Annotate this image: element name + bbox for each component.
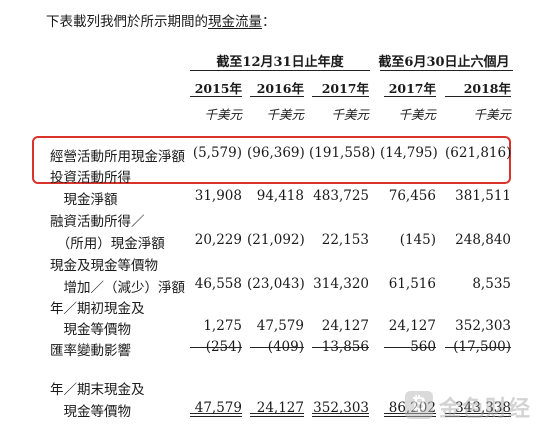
intro-sentence: 下表載列我們於所示期間的現金流量： <box>46 10 276 30</box>
intro-cash-flow-term: 現金流量 <box>208 14 262 30</box>
row-label: （所用）現金淨額 <box>50 236 165 252</box>
unit-label-4: 千美元 <box>398 107 436 122</box>
row-label: 現金等價物 <box>50 404 131 420</box>
year-header-2: 2016年 <box>256 81 304 96</box>
year-rule-4 <box>384 96 436 97</box>
row-value: (191,558) <box>309 145 376 161</box>
row-value: 381,511 <box>455 188 511 204</box>
watermark-text: 金色财经 <box>439 397 532 422</box>
subtotal-rule-5 <box>445 347 511 348</box>
row-label: 融資活動所得／ <box>50 214 145 230</box>
subtotal-rule-1 <box>190 347 242 348</box>
row-value: 352,303 <box>455 318 511 334</box>
row-value: 8,535 <box>472 276 511 292</box>
intro-prefix: 下表載列我們於所示期間的 <box>46 14 208 30</box>
row-value: 46,558 <box>194 276 242 292</box>
row-value: (21,092) <box>247 232 305 248</box>
row-label: 年／期初現金及 <box>50 301 145 317</box>
unit-label-2: 千美元 <box>266 107 304 122</box>
subtotal-rule-2 <box>250 347 304 348</box>
row-label: 現金及現金等價物 <box>50 258 158 274</box>
row-value: (14,795) <box>380 145 438 161</box>
row-value: 31,908 <box>194 188 242 204</box>
row-value: 22,153 <box>321 232 369 248</box>
total-double-rule-2 <box>250 413 304 417</box>
row-value: (23,043) <box>247 276 305 292</box>
intro-suffix: ： <box>262 14 276 30</box>
row-value: 343,338 <box>455 400 511 416</box>
total-double-rule-1 <box>190 413 242 417</box>
unit-label-1: 千美元 <box>204 107 242 122</box>
subtotal-rule-4 <box>384 347 436 348</box>
row-value: 24,127 <box>388 318 436 334</box>
year-header-1: 2015年 <box>194 81 242 96</box>
unit-label-3: 千美元 <box>331 107 369 122</box>
year-rule-1 <box>190 96 242 97</box>
group-header-rule-interim <box>380 70 513 71</box>
row-label: 投資活動所得 <box>50 170 131 186</box>
highlight-box <box>32 136 511 184</box>
row-label: 匯率變動影響 <box>50 343 131 359</box>
group-header-interim: 截至6月30日止六個月 <box>378 55 510 70</box>
group-header-rule-annual <box>190 70 370 71</box>
year-header-3: 2017年 <box>321 81 369 96</box>
row-value: 76,456 <box>388 188 436 204</box>
row-label: 經營活動所用現金淨額 <box>50 149 185 165</box>
row-value: 314,320 <box>313 276 369 292</box>
year-rule-3 <box>312 96 369 97</box>
row-value: (96,369) <box>247 145 305 161</box>
row-value: 352,303 <box>313 400 369 416</box>
row-label: 增加／（減少）淨額 <box>50 280 185 296</box>
row-value: (621,816) <box>445 145 512 161</box>
row-value: 61,516 <box>388 276 436 292</box>
row-value: 47,579 <box>194 400 242 416</box>
row-value: 24,127 <box>256 400 304 416</box>
row-value: (5,579) <box>192 145 242 161</box>
row-label: 現金淨額 <box>50 192 118 208</box>
year-header-4: 2017年 <box>388 81 436 96</box>
subtotal-rule-3 <box>312 347 369 348</box>
row-value: 24,127 <box>321 318 369 334</box>
row-value: 483,725 <box>313 188 369 204</box>
row-label: 現金等價物 <box>50 322 131 338</box>
group-header-annual: 截至12月31日止年度 <box>216 55 344 70</box>
row-value: 47,579 <box>256 318 304 334</box>
golden-logo-icon: ₿ <box>405 391 433 419</box>
row-value: 94,418 <box>256 188 304 204</box>
year-rule-2 <box>250 96 304 97</box>
row-value: 20,229 <box>194 232 242 248</box>
row-value: 1,275 <box>203 318 242 334</box>
row-value: 248,840 <box>455 232 511 248</box>
row-label: 年／期末現金及 <box>50 382 145 398</box>
row-value: (145) <box>399 232 436 248</box>
total-double-rule-3 <box>312 413 369 417</box>
year-rule-5 <box>445 96 511 97</box>
total-double-rule-5 <box>445 413 511 417</box>
unit-label-5: 千美元 <box>473 107 511 122</box>
year-header-5: 2018年 <box>463 81 511 96</box>
